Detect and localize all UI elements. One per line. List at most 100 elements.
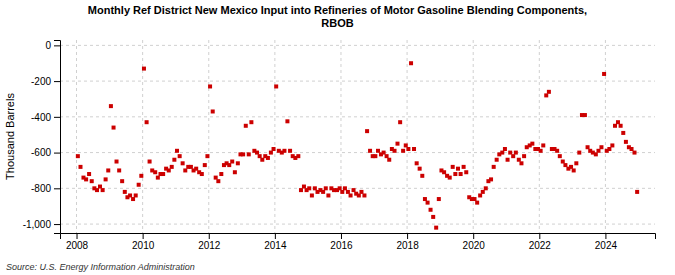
point (128, 193, 132, 197)
x-tick-label: 2020 (463, 240, 486, 251)
x-tick: 2024 (595, 233, 618, 251)
x-tick: 2018 (396, 233, 419, 251)
point (175, 149, 179, 153)
point (106, 168, 110, 172)
point (101, 188, 105, 192)
point (172, 158, 176, 162)
x-tick-mark (275, 233, 276, 239)
point (139, 174, 143, 178)
y-tick: -400 (31, 112, 60, 123)
grid-line-y (60, 45, 655, 46)
y-tick: -600 (31, 147, 60, 158)
y-axis-line (54, 41, 61, 234)
grid-line-x (539, 40, 540, 233)
x-tick: 2012 (198, 233, 221, 251)
point (78, 165, 82, 169)
point (506, 158, 510, 162)
point (423, 197, 427, 201)
point (255, 151, 259, 155)
point (170, 165, 174, 169)
grid-line-x (76, 40, 77, 233)
point (635, 190, 639, 194)
point (302, 185, 306, 189)
x-tick-label: 2014 (264, 240, 287, 251)
point (227, 163, 231, 167)
grid-line-x (473, 40, 474, 233)
grid-line-x (274, 40, 275, 233)
x-tick-mark (539, 233, 540, 239)
x-tick-mark (473, 233, 474, 239)
point (401, 149, 405, 153)
chart-svg: 2008201020122014201620182020202220240-20… (0, 0, 675, 275)
y-tick-label: -800 (31, 183, 51, 194)
point (310, 193, 314, 197)
point (569, 165, 573, 169)
point (87, 172, 91, 176)
point (117, 168, 121, 172)
x-tick-mark (341, 233, 342, 239)
point (346, 190, 350, 194)
point (241, 152, 245, 156)
point (610, 143, 614, 147)
grid-line-y (60, 152, 655, 153)
point (382, 151, 386, 155)
point (602, 72, 606, 76)
point (547, 90, 551, 94)
point (464, 170, 468, 174)
point (517, 158, 521, 162)
x-tick-label: 2018 (396, 240, 419, 251)
points (76, 61, 639, 229)
point (183, 168, 187, 172)
point (583, 113, 587, 117)
point (409, 61, 413, 65)
point (216, 179, 220, 183)
y-tick-label: -600 (31, 147, 51, 158)
x-tick-mark (209, 233, 210, 239)
y-tick-mark (54, 224, 60, 225)
point (307, 186, 311, 190)
point (385, 154, 389, 158)
point (462, 165, 466, 169)
point (357, 193, 361, 197)
point (205, 154, 209, 158)
point (393, 149, 397, 153)
y-tick-mark (54, 117, 60, 118)
point (189, 165, 193, 169)
point (181, 161, 185, 165)
y-tick-mark (54, 153, 60, 154)
point (288, 149, 292, 153)
point (313, 186, 317, 190)
point (453, 172, 457, 176)
point (167, 168, 171, 172)
point (214, 176, 218, 180)
point (418, 167, 422, 171)
point (586, 145, 590, 149)
point (511, 154, 515, 158)
point (349, 193, 353, 197)
point (156, 176, 160, 180)
point (395, 142, 399, 146)
point (574, 161, 578, 165)
point (266, 156, 270, 160)
point (285, 119, 289, 123)
x-tick-mark (605, 233, 606, 239)
point (272, 147, 276, 151)
point (145, 120, 149, 124)
point (561, 160, 565, 164)
point (415, 161, 419, 165)
point (359, 190, 363, 194)
grid-line-x (340, 40, 341, 233)
x-tick: 2014 (264, 233, 287, 251)
point (326, 193, 330, 197)
point (269, 151, 273, 155)
x-tick: 2022 (529, 233, 552, 251)
x-tick-label: 2016 (330, 240, 353, 251)
title: Monthly Ref District New Mexico Input in… (88, 4, 587, 29)
point (343, 186, 347, 190)
point (233, 170, 237, 174)
point (619, 124, 623, 128)
point (420, 174, 424, 178)
point (616, 120, 620, 124)
x-tick: 2020 (463, 233, 486, 251)
point (492, 165, 496, 169)
